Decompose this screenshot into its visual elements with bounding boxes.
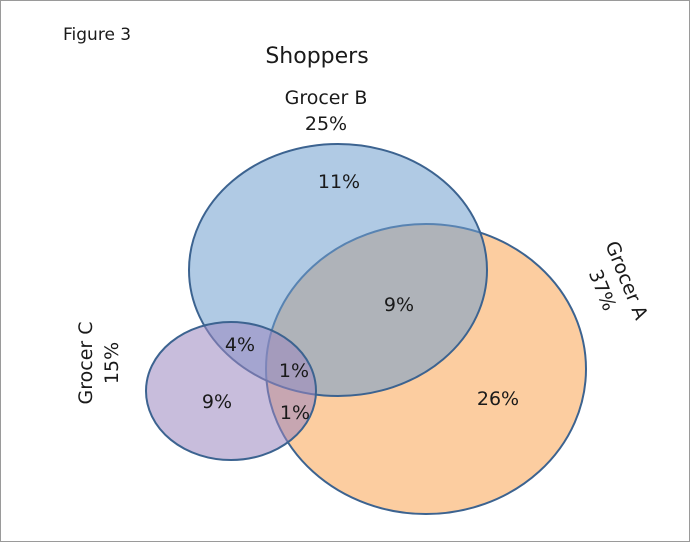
region-c-only: 9% [202, 391, 232, 413]
region-a-only: 26% [477, 388, 519, 410]
diagram-title: Shoppers [265, 44, 368, 69]
region-b-only: 11% [318, 171, 360, 193]
region-a-and-c: 1% [280, 402, 310, 424]
grocer-c-name: Grocer C [75, 322, 97, 405]
grocer-c-total: 15% [101, 342, 123, 384]
grocer-c-circle [145, 321, 317, 461]
region-a-and-b: 9% [384, 294, 414, 316]
region-a-b-c: 1% [279, 360, 309, 382]
grocer-b-name: Grocer B [285, 87, 368, 109]
region-b-and-c: 4% [225, 334, 255, 356]
grocer-b-total: 25% [305, 113, 347, 135]
grocer-c-label: Grocer C 15% [75, 322, 123, 405]
grocer-a-label: Grocer A 37% [584, 238, 652, 323]
figure-label: Figure 3 [63, 25, 131, 45]
